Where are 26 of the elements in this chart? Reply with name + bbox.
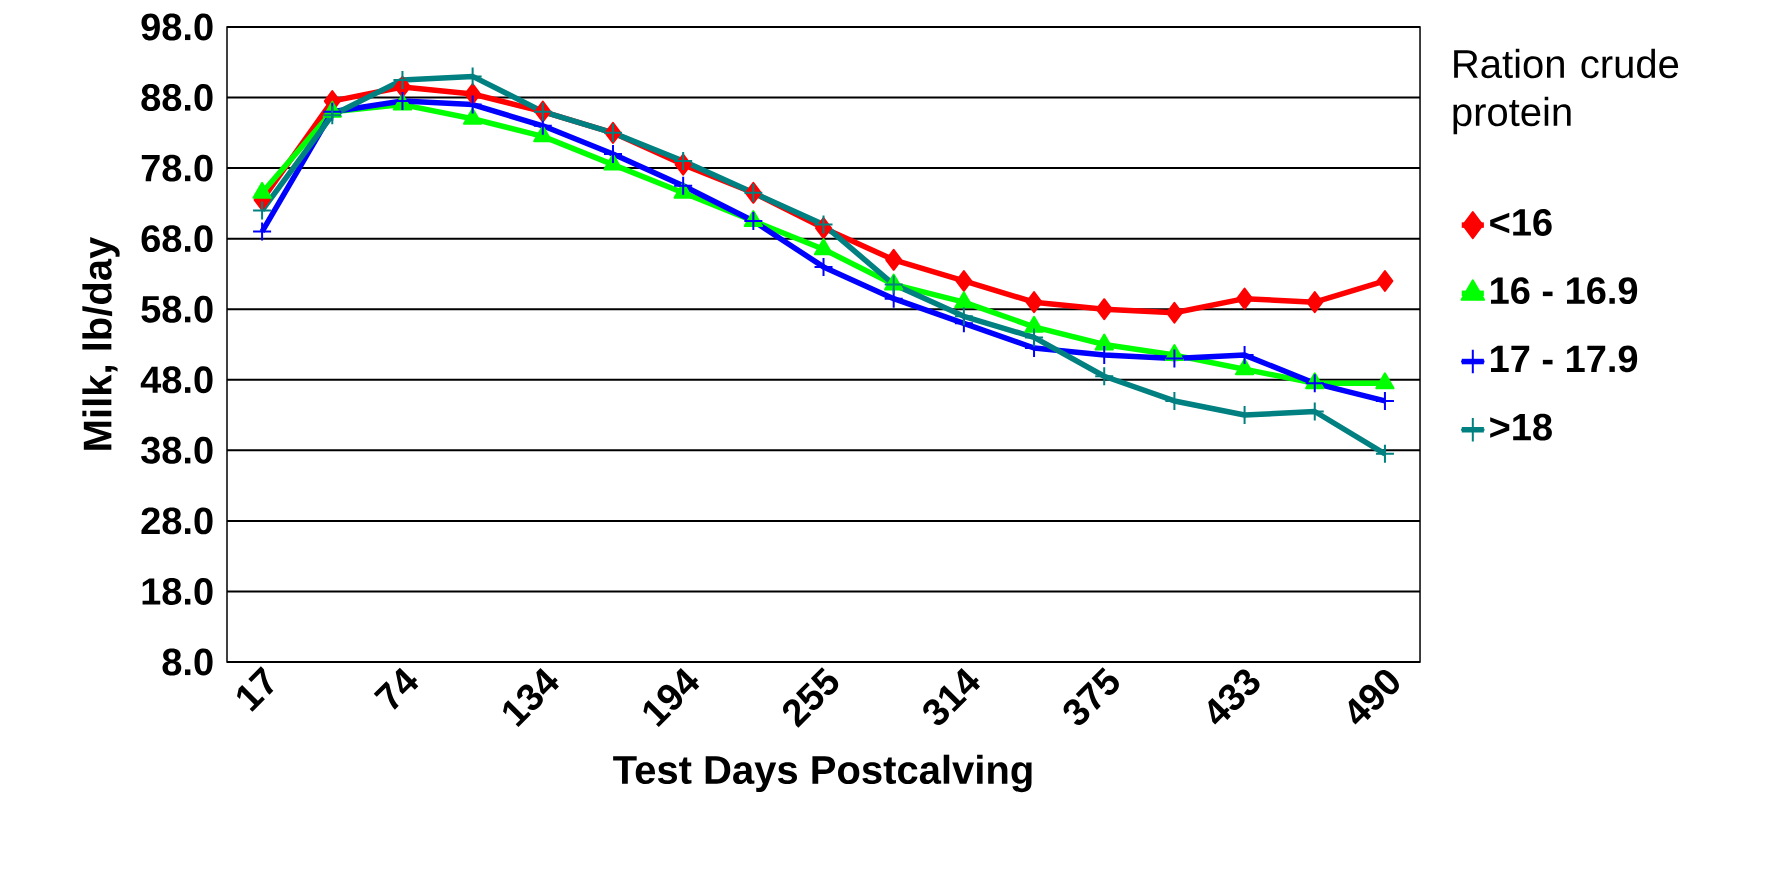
x-tick-label: 17: [237, 666, 274, 712]
y-tick-label: 68.0: [141, 225, 213, 253]
x-tick-label: 433: [1208, 669, 1260, 725]
legend-label: 16 - 16.9: [1491, 277, 1638, 305]
y-tick-label: 8.0: [162, 648, 213, 676]
legend-label: >18: [1490, 413, 1552, 441]
y-tick-label: 78.0: [141, 154, 213, 182]
y-tick-label: 48.0: [140, 366, 213, 394]
x-tick-label: 134: [503, 668, 559, 728]
y-tick-label: 18.0: [142, 577, 213, 605]
legend-title: Ration crude protein: [1453, 48, 1679, 135]
y-tick-label: 88.0: [141, 84, 213, 111]
y-tick-label: 98.0: [141, 13, 213, 41]
y-tick-label: 58.0: [141, 295, 213, 323]
x-tick-label: 255: [783, 667, 839, 728]
x-tick-label: 194: [643, 668, 700, 728]
y-tick-label: 28.0: [141, 507, 213, 535]
x-tick-label: 314: [923, 668, 981, 726]
legend-label: 17 - 17.9: [1491, 345, 1638, 373]
x-tick-label: 74: [373, 667, 419, 710]
x-tick-label: 375: [1063, 667, 1119, 726]
y-axis-title: Milk, lb/day: [82, 236, 120, 450]
x-axis-title: Test Days Postcalving: [613, 754, 1032, 793]
legend-label: <16: [1490, 208, 1552, 236]
x-tick-label: 490: [1348, 669, 1399, 725]
y-tick-label: 38.0: [141, 436, 213, 464]
